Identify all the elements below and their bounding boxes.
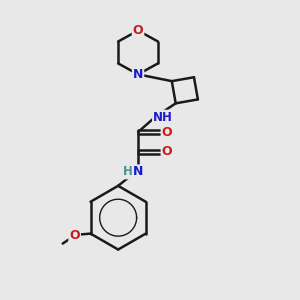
Text: NH: NH <box>153 111 173 124</box>
Text: O: O <box>162 146 172 158</box>
Text: N: N <box>133 68 143 81</box>
Text: O: O <box>133 24 143 37</box>
Text: H: H <box>123 165 133 178</box>
Text: O: O <box>69 229 80 242</box>
Text: N: N <box>133 165 143 178</box>
Text: O: O <box>162 126 172 139</box>
